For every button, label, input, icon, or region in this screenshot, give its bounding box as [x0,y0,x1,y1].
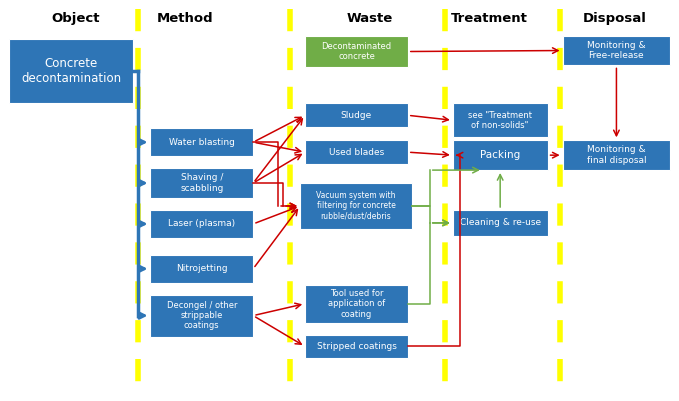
Text: Vacuum system with
filtering for concrete
rubble/dust/debris: Vacuum system with filtering for concret… [316,191,396,221]
Text: Method: Method [157,12,214,25]
Text: Nitrojetting: Nitrojetting [176,264,227,273]
Text: Cleaning & re-use: Cleaning & re-use [460,219,540,227]
Text: Waste: Waste [347,12,393,25]
FancyBboxPatch shape [150,295,253,336]
FancyBboxPatch shape [305,140,408,164]
Text: Concrete
decontamination: Concrete decontamination [21,57,121,85]
Text: Decongel / other
strippable
coatings: Decongel / other strippable coatings [166,301,237,330]
FancyBboxPatch shape [305,103,408,127]
Text: Sludge: Sludge [341,111,372,120]
FancyBboxPatch shape [453,210,547,236]
FancyBboxPatch shape [150,168,253,198]
FancyBboxPatch shape [150,210,253,238]
Text: Treatment: Treatment [452,12,528,25]
Text: Used blades: Used blades [329,148,384,157]
FancyBboxPatch shape [305,334,408,358]
Text: Disposal: Disposal [583,12,646,25]
Text: Tool used for
application of
coating: Tool used for application of coating [328,289,385,318]
Text: Laser (plasma): Laser (plasma) [168,219,236,229]
FancyBboxPatch shape [9,38,133,103]
Text: Monitoring &
Free-release: Monitoring & Free-release [587,41,646,60]
FancyBboxPatch shape [453,103,547,137]
Text: Water blasting: Water blasting [169,138,235,147]
FancyBboxPatch shape [453,140,547,170]
FancyBboxPatch shape [562,36,670,65]
FancyBboxPatch shape [305,36,408,67]
FancyBboxPatch shape [300,183,412,229]
Text: Shaving /
scabbling: Shaving / scabbling [180,173,223,193]
Text: Object: Object [52,12,100,25]
FancyBboxPatch shape [305,285,408,322]
FancyBboxPatch shape [562,140,670,170]
Text: Packing: Packing [480,150,520,160]
Text: Stripped coatings: Stripped coatings [316,342,397,351]
FancyBboxPatch shape [150,128,253,156]
FancyBboxPatch shape [150,255,253,283]
Text: Decontaminated
concrete: Decontaminated concrete [321,42,392,61]
Text: Monitoring &
final disposal: Monitoring & final disposal [587,146,646,165]
Text: see "Treatment
of non-solids": see "Treatment of non-solids" [469,111,532,130]
